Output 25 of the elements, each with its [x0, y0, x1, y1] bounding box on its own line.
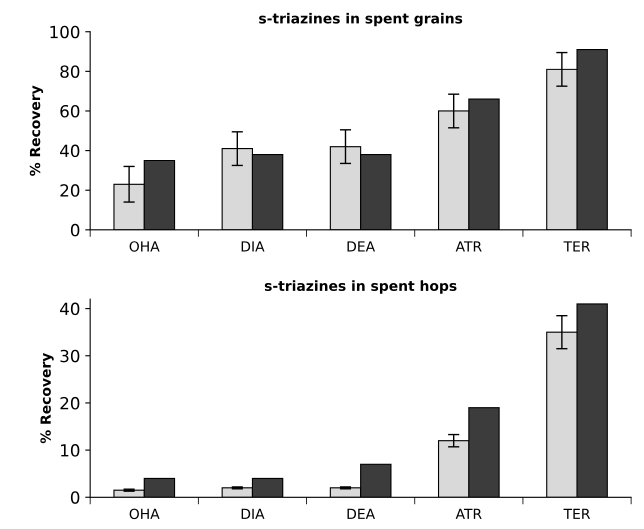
x-tick-label: ATR — [456, 508, 482, 519]
chart-title: s-triazines in spent grains — [259, 12, 462, 26]
x-tick-label: DIA — [242, 508, 264, 519]
y-tick-label: 40 — [60, 302, 80, 316]
y-tick-label: 30 — [60, 350, 80, 362]
y-tick-label: 10 — [61, 444, 80, 457]
x-tick-label: OHA — [130, 241, 160, 252]
y-tick-label: 0 — [70, 491, 80, 504]
x-tick-label: DIA — [242, 241, 264, 252]
x-tick-label: DEA — [348, 241, 376, 252]
x-tick-label: OHA — [130, 508, 160, 520]
y-tick-label: 0 — [70, 224, 80, 236]
y-axis-title: % Recovery — [40, 352, 54, 444]
y-tick-label: 60 — [60, 104, 80, 118]
chart-title: s-triazines in spent hops — [264, 280, 456, 294]
x-tick-label: ATR — [456, 241, 482, 252]
x-tick-label: TER — [564, 241, 590, 252]
x-tick-label: TER — [564, 508, 590, 519]
y-tick-label: 100 — [50, 26, 80, 38]
y-tick-label: 80 — [60, 65, 80, 78]
y-tick-label: 20 — [60, 184, 80, 197]
y-axis-title: % Recovery — [30, 86, 44, 176]
y-tick-label: 20 — [60, 396, 80, 410]
x-tick-label: DEA — [348, 508, 376, 519]
y-tick-label: 40 — [60, 144, 80, 158]
